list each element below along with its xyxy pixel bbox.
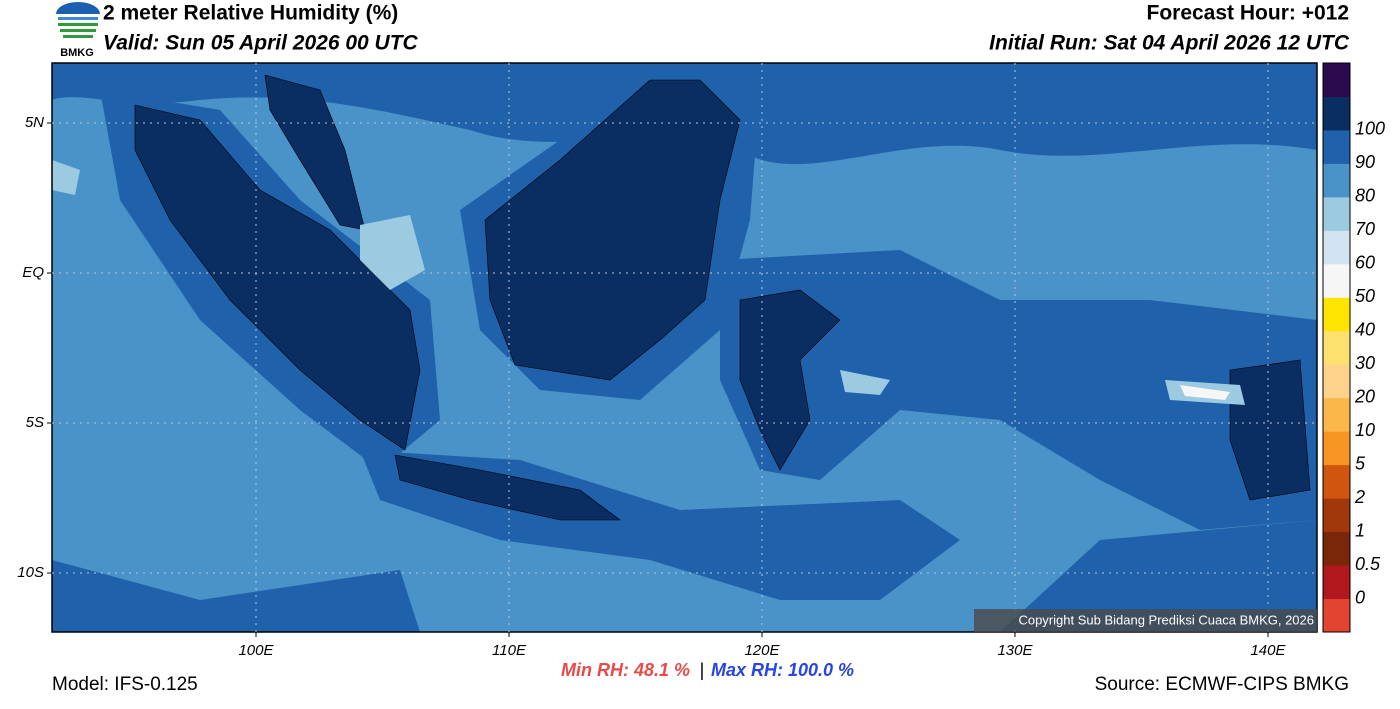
valid-time: Valid: Sun 05 April 2026 00 UTC bbox=[103, 32, 419, 55]
colorbar-segment bbox=[1323, 330, 1350, 365]
colorbar-segment bbox=[1323, 63, 1350, 97]
separator: | bbox=[700, 660, 705, 680]
colorbar-label: 50 bbox=[1355, 286, 1375, 306]
colorbar-segment bbox=[1323, 163, 1350, 198]
colorbar-segment bbox=[1323, 96, 1350, 131]
model: Model: IFS-0.125 bbox=[52, 674, 198, 695]
colorbar-segment bbox=[1323, 364, 1350, 399]
min-rh: Min RH: 48.1 % bbox=[561, 660, 690, 680]
copyright: Copyright Sub Bidang Prediksi Cuaca BMKG… bbox=[1018, 612, 1314, 627]
forecast-hour: Forecast Hour: +012 bbox=[1147, 2, 1350, 25]
colorbar-segment bbox=[1323, 531, 1350, 566]
title: 2 meter Relative Humidity (%) bbox=[103, 2, 398, 25]
logo-text: BMKG bbox=[60, 47, 94, 59]
colorbar-label: 10 bbox=[1355, 420, 1375, 440]
lon-label: 130E bbox=[997, 642, 1033, 659]
colorbar-label: 2 bbox=[1354, 487, 1365, 507]
map: Copyright Sub Bidang Prediksi Cuaca BMKG… bbox=[47, 62, 1318, 637]
lon-label: 140E bbox=[1250, 642, 1286, 659]
lon-label: 110E bbox=[492, 642, 527, 659]
lat-label: 10S bbox=[17, 564, 44, 581]
lat-label: EQ bbox=[22, 264, 44, 281]
colorbar-segment bbox=[1323, 598, 1350, 633]
lon-label: 120E bbox=[744, 642, 780, 659]
colorbar-label: 100 bbox=[1355, 119, 1385, 139]
colorbar-label: 90 bbox=[1355, 152, 1375, 172]
colorbar-label: 0 bbox=[1355, 587, 1365, 607]
source: Source: ECMWF-CIPS BMKG bbox=[1095, 674, 1349, 695]
colorbar-segment bbox=[1323, 464, 1350, 499]
colorbar-segment bbox=[1323, 498, 1350, 533]
lon-label: 100E bbox=[238, 642, 274, 659]
max-rh: Max RH: 100.0 % bbox=[711, 660, 854, 680]
colorbar-segment bbox=[1323, 196, 1350, 231]
colorbar-segment bbox=[1323, 263, 1350, 298]
colorbar: 0 0.5 1 2 5 10 20 30 40 50 60 70 80 90 100 bbox=[1322, 62, 1385, 633]
lat-label: 5N bbox=[25, 114, 44, 131]
colorbar-label: 40 bbox=[1355, 320, 1375, 340]
logo: BMKG bbox=[56, 2, 100, 59]
colorbar-label: 5 bbox=[1355, 453, 1366, 473]
colorbar-label: 60 bbox=[1355, 253, 1375, 273]
colorbar-label: 80 bbox=[1355, 186, 1375, 206]
colorbar-segment bbox=[1323, 431, 1350, 466]
colorbar-segment bbox=[1323, 397, 1350, 432]
colorbar-label: 30 bbox=[1355, 353, 1375, 373]
initial-run: Initial Run: Sat 04 April 2026 12 UTC bbox=[989, 32, 1350, 55]
colorbar-segment bbox=[1323, 129, 1350, 164]
colorbar-segment bbox=[1323, 565, 1350, 600]
colorbar-label: 1 bbox=[1355, 520, 1365, 540]
colorbar-label: 20 bbox=[1354, 386, 1375, 406]
colorbar-frame bbox=[1322, 62, 1351, 633]
lat-label: 5S bbox=[26, 414, 44, 431]
colorbar-label: 70 bbox=[1355, 219, 1375, 239]
colorbar-segment bbox=[1323, 230, 1350, 265]
colorbar-segment bbox=[1323, 297, 1350, 332]
colorbar-label: 0.5 bbox=[1355, 554, 1381, 574]
